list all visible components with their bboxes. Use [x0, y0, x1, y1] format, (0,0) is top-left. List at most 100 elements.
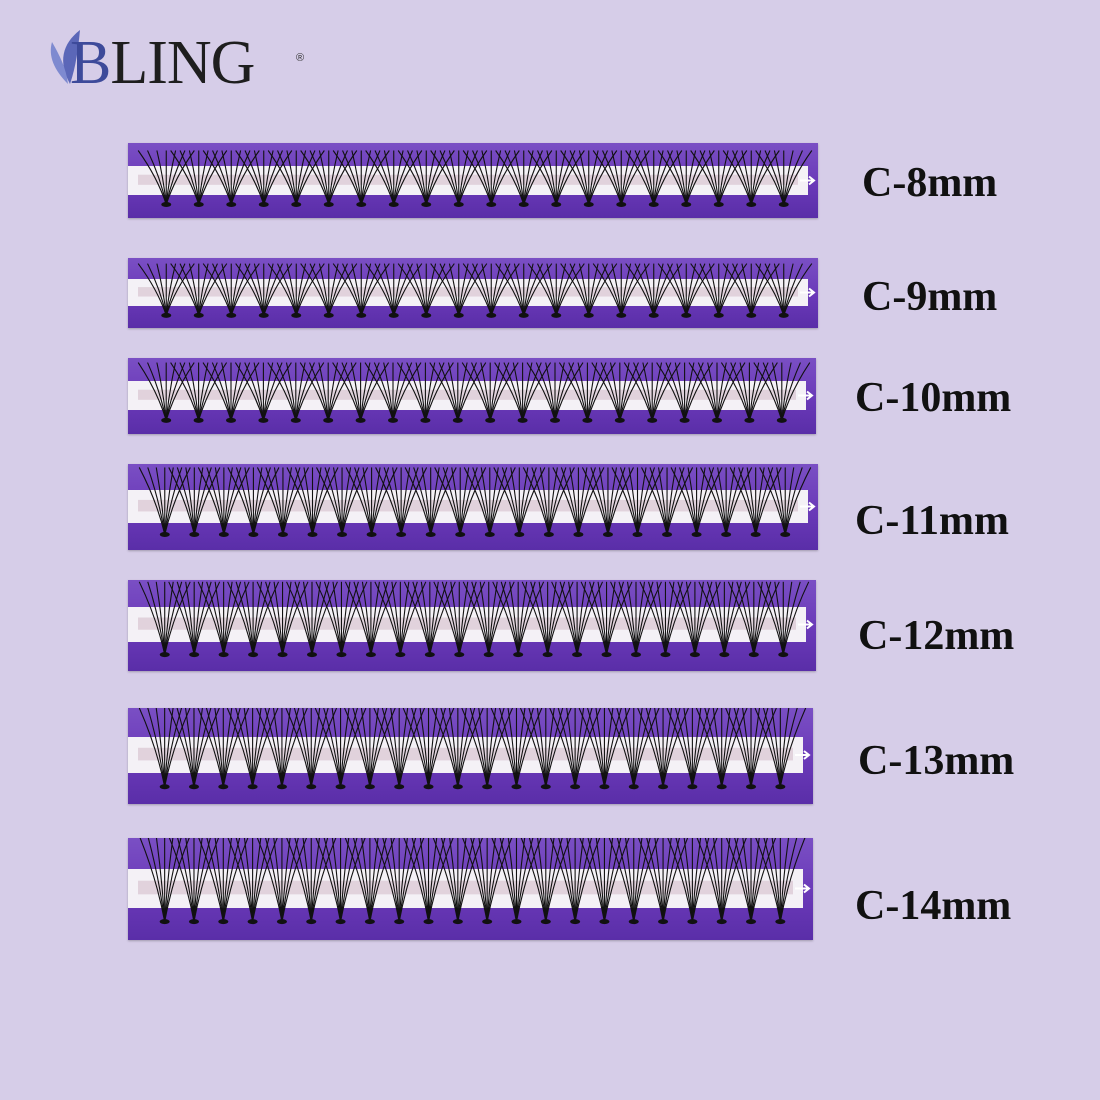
- lash-cluster: [430, 263, 488, 318]
- brand-logo: BLING ®: [28, 22, 304, 102]
- lash-cluster: [579, 838, 630, 925]
- lash-cluster: [299, 362, 357, 423]
- arrow-right-icon: [795, 750, 811, 760]
- lash-cluster: [495, 263, 553, 318]
- arrow-right-icon: [795, 883, 811, 894]
- lash-cluster: [461, 362, 519, 423]
- lash-strip-drawing: [128, 150, 816, 207]
- lash-cluster: [137, 263, 195, 318]
- arrow-right-icon: [800, 501, 816, 512]
- lash-cluster: [495, 150, 553, 207]
- lash-cluster: [592, 263, 650, 318]
- lash-tray-c14: [128, 838, 813, 940]
- lash-cluster: [267, 362, 325, 423]
- arrow-right-icon: [800, 287, 816, 298]
- arrow-right-icon: [800, 175, 816, 186]
- size-label-c13: C-13mm: [858, 738, 1015, 784]
- lash-tray-c11: [128, 464, 818, 550]
- lash-cluster: [234, 362, 292, 423]
- lash-cluster: [755, 150, 813, 207]
- size-label-c9: C-9mm: [862, 274, 998, 320]
- lash-cluster: [558, 362, 616, 423]
- lash-strip-drawing: [128, 708, 811, 790]
- lash-cluster: [315, 838, 366, 925]
- lash-tray-c12: [128, 580, 816, 671]
- lash-cluster: [332, 150, 390, 207]
- lash-tray-c13: [128, 708, 813, 804]
- lash-cluster: [429, 362, 487, 423]
- lash-tray-c10: [128, 358, 816, 434]
- lash-strip-drawing: [128, 467, 816, 538]
- lash-cluster: [286, 581, 338, 658]
- lash-cluster: [137, 150, 195, 207]
- lash-cluster: [578, 708, 631, 790]
- lash-cluster: [365, 263, 423, 318]
- lash-cluster: [396, 362, 454, 423]
- lash-cluster: [168, 581, 221, 658]
- size-label-c12: C-12mm: [858, 613, 1015, 659]
- lash-cluster: [700, 467, 753, 538]
- lash-cluster: [235, 263, 293, 318]
- size-label-c14: C-14mm: [855, 883, 1012, 929]
- lash-cluster: [551, 581, 604, 658]
- lash-cluster: [332, 362, 390, 423]
- lash-cluster: [729, 467, 782, 538]
- arrow-right-icon: [798, 619, 814, 630]
- lash-cluster: [560, 263, 618, 318]
- lash-cluster: [267, 150, 325, 207]
- lash-cluster: [198, 838, 249, 925]
- lash-cluster: [332, 263, 390, 318]
- lash-cluster: [527, 150, 585, 207]
- lash-cluster: [527, 263, 585, 318]
- lash-cluster: [552, 467, 605, 538]
- leaf-logo-icon: [50, 30, 80, 84]
- lash-cluster: [235, 150, 293, 207]
- lash-cluster: [759, 467, 812, 538]
- lash-cluster: [375, 467, 428, 538]
- lash-cluster: [690, 150, 748, 207]
- lash-cluster: [657, 150, 715, 207]
- lash-strip-drawing: [128, 838, 811, 925]
- lash-cluster: [404, 467, 457, 538]
- lash-cluster: [170, 263, 228, 318]
- lash-cluster: [432, 838, 483, 925]
- lash-cluster: [462, 150, 520, 207]
- lash-cluster: [592, 150, 650, 207]
- lash-cluster: [641, 467, 694, 538]
- lash-tray-c8: [128, 143, 818, 218]
- lash-cluster: [625, 263, 683, 318]
- lash-tray-c9: [128, 258, 818, 328]
- lash-cluster: [757, 581, 810, 658]
- lash-cluster: [202, 150, 260, 207]
- lash-cluster: [373, 708, 426, 790]
- lash-cluster: [300, 150, 358, 207]
- lash-cluster: [403, 581, 456, 658]
- lash-cluster: [365, 150, 423, 207]
- arrow-right-icon: [798, 390, 814, 401]
- lash-cluster: [755, 263, 813, 318]
- lash-cluster: [137, 362, 195, 423]
- lash-cluster: [656, 362, 714, 423]
- lash-cluster: [402, 708, 455, 790]
- lash-cluster: [397, 150, 455, 207]
- lash-strip-drawing: [128, 362, 814, 423]
- lash-cluster: [397, 263, 455, 318]
- lash-cluster: [753, 362, 811, 423]
- registered-mark: ®: [296, 52, 305, 64]
- lash-cluster: [698, 581, 751, 658]
- size-label-c10: C-10mm: [855, 375, 1012, 421]
- lash-cluster: [345, 467, 398, 538]
- lash-cluster: [560, 150, 618, 207]
- lash-cluster: [690, 263, 748, 318]
- lash-cluster: [623, 362, 681, 423]
- lash-cluster: [433, 581, 486, 658]
- lash-strip-drawing: [128, 263, 816, 318]
- lash-strip-drawing: [128, 581, 814, 658]
- size-label-c8: C-8mm: [862, 160, 998, 206]
- lash-cluster: [202, 263, 260, 318]
- brand-name: BLING: [70, 29, 255, 97]
- lash-cluster: [430, 150, 488, 207]
- lash-cluster: [722, 150, 780, 207]
- lash-cluster: [170, 362, 228, 423]
- lash-cluster: [462, 263, 520, 318]
